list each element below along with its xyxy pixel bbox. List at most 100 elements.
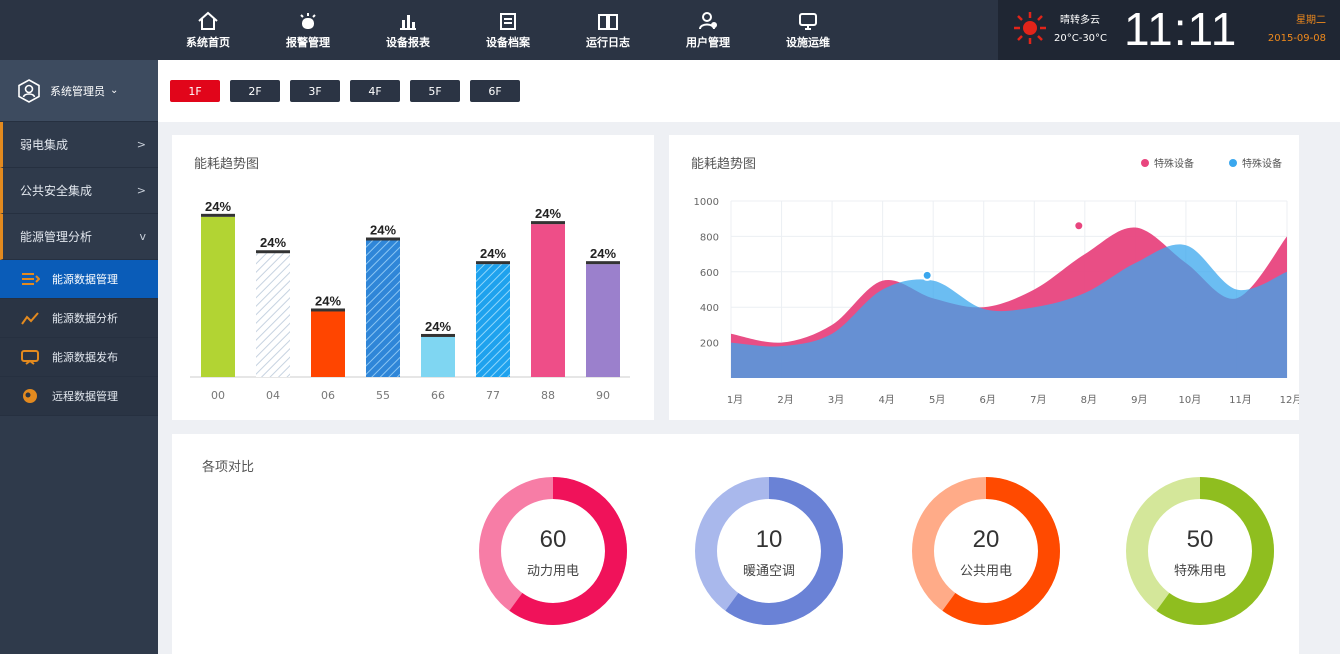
panel-title: 各项对比	[202, 460, 255, 475]
nav-label: 系统首页	[186, 35, 230, 49]
bar[interactable]	[311, 311, 345, 377]
donut-value: 50	[1186, 526, 1214, 553]
donut-arc	[1126, 477, 1274, 625]
bar[interactable]	[531, 224, 565, 377]
nav-user[interactable]: 用户管理	[658, 0, 758, 60]
sidebar-item-label: 能源管理分析	[20, 230, 93, 244]
tab-floor-2f[interactable]: 2F	[230, 80, 280, 102]
nav-home[interactable]: 系统首页	[158, 0, 258, 60]
x-tick-label: 8月	[1081, 394, 1097, 406]
data-marker[interactable]	[921, 269, 933, 281]
tab-floor-3f[interactable]: 3F	[290, 80, 340, 102]
bar-data-label: 24%	[315, 293, 341, 308]
x-tick-label: 3月	[828, 394, 844, 406]
sidebar-item-label: 弱电集成	[20, 138, 69, 152]
report-icon	[400, 14, 416, 30]
tab-floor-5f[interactable]: 5F	[410, 80, 460, 102]
legend-item: 特殊设备	[1141, 155, 1194, 170]
bar-cap	[421, 333, 455, 337]
bar-cap	[311, 308, 345, 312]
sidebar-subitem-data-analysis[interactable]: 能源数据分析	[0, 299, 158, 338]
floor-tab-bar: 1F 2F 3F 4F 5F 6F	[158, 60, 1340, 122]
alarm-icon	[300, 12, 316, 29]
donut-label: 特殊用电	[1173, 564, 1226, 579]
bar[interactable]	[586, 264, 620, 377]
x-tick-label: 2月	[777, 394, 793, 406]
panel-title: 能耗趋势图	[691, 157, 757, 172]
remote-icon	[23, 389, 37, 403]
donut-arc	[695, 477, 843, 625]
top-nav: 系统首页 报警管理 设备报表 设备档案 运行日志 用户管理 设施运维	[158, 0, 858, 60]
nav-label: 报警管理	[286, 35, 330, 49]
nav-archive[interactable]: 设备档案	[458, 0, 558, 60]
donut-label: 暖通空调	[742, 564, 795, 579]
bar[interactable]	[201, 216, 235, 377]
legend-label: 特殊设备	[1242, 159, 1282, 170]
bar-data-label: 24%	[590, 246, 616, 261]
y-tick-label: 200	[700, 339, 719, 350]
donut-chart[interactable]: 20 公共用电	[911, 476, 1061, 626]
y-tick-label: 400	[700, 303, 719, 314]
chevron-right-icon: >	[136, 138, 146, 151]
sidebar-subitem-label: 能源数据管理	[52, 273, 118, 286]
bar[interactable]	[366, 240, 400, 378]
nav-label: 用户管理	[686, 35, 730, 49]
donut-value: 10	[755, 526, 783, 553]
panel-title: 能耗趋势图	[194, 157, 260, 172]
x-tick-label: 66	[431, 389, 445, 402]
user-icon	[699, 11, 717, 29]
donut-label: 公共用电	[959, 564, 1012, 579]
donut-chart[interactable]: 10 暖通空调	[694, 476, 844, 626]
chevron-down-icon: ⌄	[110, 85, 119, 96]
area-series[interactable]	[731, 244, 1287, 378]
sidebar-subitem-data-manage[interactable]: 能源数据管理	[0, 260, 158, 299]
bar[interactable]	[421, 336, 455, 377]
x-tick-label: 11月	[1229, 394, 1252, 406]
donut-chart[interactable]: 50 特殊用电	[1125, 476, 1275, 626]
tab-floor-6f[interactable]: 6F	[470, 80, 520, 102]
sidebar-subitem-data-publish[interactable]: 能源数据发布	[0, 338, 158, 377]
user-menu[interactable]: 系统管理员 ⌄	[0, 60, 158, 122]
publish-icon	[21, 350, 39, 365]
analysis-icon	[21, 312, 39, 325]
data-manage-icon	[22, 273, 40, 285]
bar-data-label: 24%	[260, 235, 286, 250]
sidebar-item-label: 公共安全集成	[20, 184, 93, 198]
y-tick-label: 800	[700, 232, 719, 243]
sidebar-subitem-remote-data[interactable]: 远程数据管理	[0, 377, 158, 416]
x-tick-label: 9月	[1131, 394, 1147, 406]
nav-label: 设备档案	[486, 35, 530, 49]
donut-chart[interactable]: 60 动力用电	[478, 476, 628, 626]
archive-icon	[500, 12, 516, 30]
chevron-right-icon: >	[136, 184, 146, 197]
weather-temp: 20°C-30°C	[1054, 33, 1108, 44]
tab-floor-4f[interactable]: 4F	[350, 80, 400, 102]
donut-ring	[912, 477, 1060, 625]
nav-report[interactable]: 设备报表	[358, 0, 458, 60]
bar-cap	[531, 221, 565, 225]
nav-log[interactable]: 运行日志	[558, 0, 658, 60]
bar-data-label: 24%	[370, 223, 396, 238]
nav-alarm[interactable]: 报警管理	[258, 0, 358, 60]
x-tick-label: 6月	[980, 394, 996, 406]
bar[interactable]	[476, 264, 510, 377]
bar-chart-panel: 能耗趋势图 24% 00 24% 04 24% 06 24% 55 24% 66 24% 77 24% 8…	[172, 135, 654, 420]
bar[interactable]	[256, 253, 290, 377]
legend-item: 特殊设备	[1229, 155, 1282, 170]
home-icon	[198, 11, 218, 30]
sidebar-item-energy-analysis[interactable]: 能源管理分析 v	[0, 214, 158, 260]
x-tick-label: 4月	[878, 394, 894, 406]
x-tick-label: 90	[596, 389, 610, 402]
x-tick-label: 5月	[929, 394, 945, 406]
tab-floor-1f[interactable]: 1F	[170, 80, 220, 102]
data-marker[interactable]	[1073, 220, 1085, 232]
nav-label: 运行日志	[586, 35, 630, 49]
sun-icon	[1014, 12, 1046, 44]
donut-value: 20	[972, 526, 1000, 553]
sidebar: 系统管理员 ⌄ 弱电集成 > 公共安全集成 > 能源管理分析 v 能源数据管理 …	[0, 60, 158, 654]
user-name: 系统管理员	[50, 84, 105, 98]
bar-data-label: 24%	[425, 319, 451, 334]
sidebar-item-public-security[interactable]: 公共安全集成 >	[0, 168, 158, 214]
sidebar-item-weak-current[interactable]: 弱电集成 >	[0, 122, 158, 168]
nav-maintenance[interactable]: 设施运维	[758, 0, 858, 60]
